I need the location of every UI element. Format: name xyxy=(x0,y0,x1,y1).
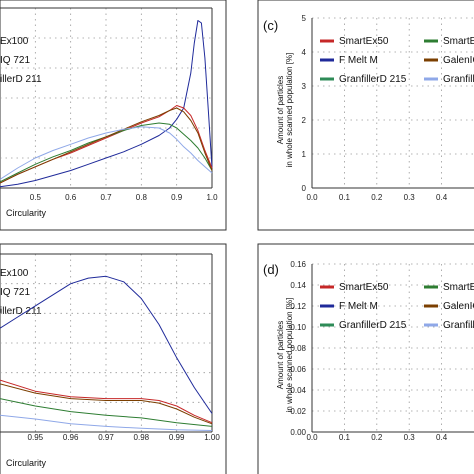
y-tick-label: 4 xyxy=(302,48,307,57)
legend-label: F Melt M xyxy=(339,301,378,312)
x-tick-label: 0.99 xyxy=(169,433,185,442)
legend-label: Granfiller xyxy=(443,320,474,331)
panel-b-legend-1: Ex100 xyxy=(0,268,29,279)
x-tick-label: 0.3 xyxy=(404,433,416,442)
x-tick-label: 0.4 xyxy=(436,193,448,202)
y-tick-label: 2 xyxy=(302,116,307,125)
x-tick-label: 0.7 xyxy=(100,193,112,202)
x-tick-label: 0.0 xyxy=(306,193,318,202)
panel-d-ylabel-line1: Amount of particles xyxy=(276,321,285,389)
series-line-2 xyxy=(0,122,213,183)
legend-label: GalenIQ xyxy=(443,55,474,66)
y-tick-label: 0.02 xyxy=(290,407,306,416)
panel-b-legend-3: illerD 211 xyxy=(0,306,42,317)
series-line-1 xyxy=(0,379,213,424)
legend-label: GalenIQ xyxy=(443,301,474,312)
y-tick-label: 0.12 xyxy=(290,302,306,311)
y-tick-label: 0.14 xyxy=(290,281,306,290)
legend-label: F Melt M xyxy=(339,55,378,66)
x-tick-label: 0.1 xyxy=(339,433,351,442)
legend-label: SmartEx50 xyxy=(339,36,389,47)
x-tick-label: 0.1 xyxy=(339,193,351,202)
legend-label: SmartEx50 xyxy=(339,282,389,293)
x-tick-label: 0.4 xyxy=(436,433,448,442)
panel-a-xlabel: Circularity xyxy=(6,208,47,218)
y-tick-label: 0.00 xyxy=(290,428,306,437)
x-tick-label: 0.3 xyxy=(404,193,416,202)
series-line-4 xyxy=(0,126,213,180)
x-tick-label: 1.00 xyxy=(204,433,220,442)
x-tick-label: 0.9 xyxy=(171,193,183,202)
legend-label: SmartEx xyxy=(443,282,474,293)
panel-a-legend-2: IQ 721 xyxy=(0,55,30,66)
panel-d-frame xyxy=(257,243,474,474)
series-line-3 xyxy=(0,398,213,427)
series-line-2 xyxy=(0,383,213,425)
legend-label: SmartEx xyxy=(443,36,474,47)
y-tick-label: 5 xyxy=(302,14,307,23)
panel-a-frame xyxy=(0,0,227,231)
panel-c-label: (c) xyxy=(263,18,278,33)
series-line-0 xyxy=(0,275,213,414)
x-tick-label: 0.5 xyxy=(30,193,42,202)
legend-label: GranfillerD 215 xyxy=(339,320,407,331)
x-tick-label: 0.0 xyxy=(306,433,318,442)
panel-c-ylabel-line2: in whole scanned population [%] xyxy=(285,53,294,168)
panel-b-xlabel: Circularity xyxy=(6,458,47,468)
panel-c-frame xyxy=(257,0,474,231)
x-tick-label: 0.97 xyxy=(98,433,114,442)
x-tick-label: 0.98 xyxy=(134,433,150,442)
legend-label: GranfillerD 215 xyxy=(339,74,407,85)
series-line-0 xyxy=(0,20,213,188)
y-tick-label: 0.08 xyxy=(290,344,306,353)
legend-label: Granfiller xyxy=(443,74,474,85)
y-tick-label: 3 xyxy=(302,82,307,91)
series-line-3 xyxy=(0,107,213,184)
panel-d-label: (d) xyxy=(263,262,279,277)
series-line-1 xyxy=(0,105,213,184)
x-tick-label: 0.95 xyxy=(28,433,44,442)
y-tick-label: 0 xyxy=(302,184,307,193)
panel-a-legend-3: illerD 211 xyxy=(0,74,42,85)
y-tick-label: 1 xyxy=(302,150,307,159)
x-tick-label: 1.0 xyxy=(206,193,218,202)
series-line-4 xyxy=(0,414,213,431)
y-tick-label: 0.16 xyxy=(290,260,306,269)
y-tick-label: 0.06 xyxy=(290,365,306,374)
panel-c-ylabel-line1: Amount of particles xyxy=(276,76,285,144)
x-tick-label: 0.2 xyxy=(371,193,383,202)
x-tick-label: 0.6 xyxy=(65,193,77,202)
y-tick-label: 0.10 xyxy=(290,323,306,332)
panel-d-ylabel-line2: in whole scanned population [%] xyxy=(285,298,294,413)
panel-a-legend-1: Ex100 xyxy=(0,36,29,47)
x-tick-label: 0.96 xyxy=(63,433,79,442)
y-tick-label: 0.04 xyxy=(290,386,306,395)
x-tick-label: 0.8 xyxy=(136,193,148,202)
x-tick-label: 0.2 xyxy=(371,433,383,442)
panel-b-frame xyxy=(0,243,227,474)
panel-b-legend-2: IQ 721 xyxy=(0,287,30,298)
